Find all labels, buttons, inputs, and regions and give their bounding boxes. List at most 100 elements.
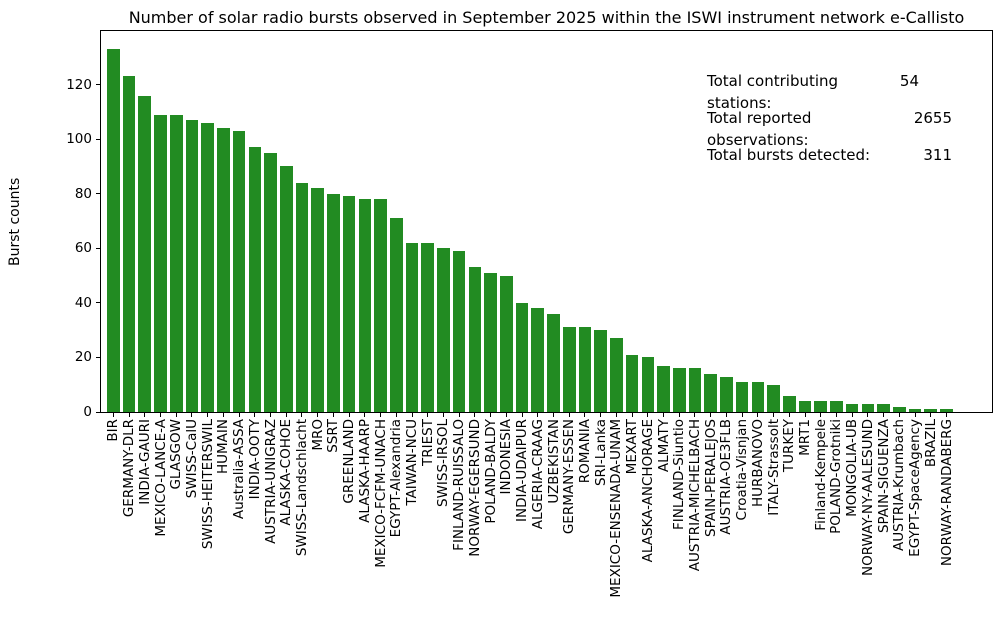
bar-POLAND-BALDY bbox=[484, 272, 497, 412]
bar-MEXART bbox=[625, 354, 639, 412]
bar-GREENLAND bbox=[342, 196, 356, 412]
bar-SRI-Lanka bbox=[594, 330, 607, 412]
bar-SWISS-HEITERSWIL bbox=[201, 122, 214, 412]
x-tick bbox=[600, 413, 602, 417]
x-tick bbox=[773, 413, 775, 417]
x-tick bbox=[663, 413, 665, 417]
x-tick bbox=[270, 413, 272, 417]
stat-label-stations: Total contributing stations: bbox=[707, 72, 839, 112]
x-tick bbox=[584, 413, 586, 417]
bar-MEXICO-LANCE-A bbox=[154, 114, 167, 412]
y-tick bbox=[96, 84, 100, 86]
y-tick-label: 60 bbox=[74, 240, 92, 257]
y-tick-label: 20 bbox=[74, 349, 92, 366]
bar-EGYPT-Alexandria bbox=[390, 218, 403, 412]
bar-FINLAND-Siuntio bbox=[672, 368, 686, 412]
bar-ALASKA-ANCHORAGE bbox=[641, 357, 655, 412]
stat-value-bursts: 311 bbox=[923, 146, 952, 164]
bar-AUSTRIA-UNIGRAZ bbox=[264, 152, 277, 412]
x-tick bbox=[427, 413, 429, 417]
bar-Croatia-Visnjan bbox=[735, 382, 749, 412]
x-tick bbox=[317, 413, 319, 417]
plot-area bbox=[100, 30, 993, 413]
bar-ROMANIA bbox=[578, 327, 592, 412]
y-tick-label: 80 bbox=[74, 185, 92, 202]
x-tick bbox=[254, 413, 256, 417]
y-tick-label: 120 bbox=[66, 76, 92, 93]
x-tick bbox=[883, 413, 885, 417]
x-tick bbox=[332, 413, 334, 417]
x-tick bbox=[395, 413, 397, 417]
y-tick bbox=[96, 356, 100, 358]
bar-INDIA-GAURI bbox=[138, 95, 152, 412]
x-tick bbox=[128, 413, 130, 417]
x-tick bbox=[537, 413, 539, 417]
stat-label-bursts: Total bursts detected: bbox=[707, 146, 871, 164]
x-tick bbox=[191, 413, 193, 417]
stat-value-observations: 2655 bbox=[913, 109, 952, 127]
x-tick bbox=[946, 413, 947, 417]
x-tick bbox=[411, 413, 413, 417]
bar-GERMANY-DLR bbox=[122, 76, 136, 412]
bar-SSRT bbox=[327, 193, 340, 412]
bar-GERMANY-ESSEN bbox=[562, 327, 576, 412]
bar-ALGERIA-CRAAG bbox=[531, 308, 545, 412]
x-tick bbox=[301, 413, 303, 417]
bar-ALMATY bbox=[657, 365, 670, 412]
x-tick bbox=[175, 413, 177, 417]
x-tick bbox=[144, 413, 146, 417]
x-tick bbox=[458, 413, 460, 417]
y-tick-label: 40 bbox=[74, 294, 92, 311]
x-tick bbox=[631, 413, 633, 417]
bar-POLAND-Grotniki bbox=[830, 401, 843, 412]
x-tick bbox=[757, 413, 759, 417]
x-tick bbox=[112, 413, 114, 417]
x-tick bbox=[930, 413, 932, 417]
bar-ALASKA-COHOE bbox=[279, 166, 293, 412]
y-tick bbox=[96, 193, 100, 195]
bar-MONGOLIA-UB bbox=[845, 403, 859, 412]
x-tick bbox=[820, 413, 822, 417]
x-tick bbox=[442, 413, 444, 417]
bar-MRO bbox=[311, 188, 324, 412]
bar-Finland-Kempele bbox=[814, 401, 828, 412]
chart-title: Number of solar radio bursts observed in… bbox=[128, 8, 965, 27]
x-tick bbox=[207, 413, 209, 417]
x-tick bbox=[725, 413, 727, 417]
bar-SWISS-CalU bbox=[185, 120, 199, 412]
bar-SWISS-Landschlacht bbox=[295, 182, 309, 412]
x-tick bbox=[835, 413, 837, 417]
x-tick bbox=[851, 413, 853, 417]
bar-INDIA-OOTY bbox=[248, 147, 262, 412]
bar-FINLAND-RUISSALO bbox=[452, 251, 466, 412]
x-tick bbox=[647, 413, 649, 417]
x-tick-label: NORWAY-RANDABERG bbox=[938, 419, 955, 567]
bar-GLASGOW bbox=[169, 114, 183, 412]
stat-label-observations: Total reported observations: bbox=[707, 109, 812, 149]
x-tick bbox=[741, 413, 743, 417]
x-tick bbox=[615, 413, 617, 417]
bar-BRAZIL bbox=[924, 409, 938, 412]
x-tick bbox=[788, 413, 790, 417]
stats-row: Total reported observations: 2655 bbox=[707, 107, 952, 149]
bar-EGYPT-SpaceAgency bbox=[908, 409, 922, 412]
bar-MEXICO-FCFM-UNACH bbox=[374, 199, 387, 412]
y-tick bbox=[96, 302, 100, 304]
bar-MRT1 bbox=[798, 401, 812, 412]
bar-NORWAY-RANDABERG bbox=[940, 409, 953, 412]
x-tick bbox=[568, 413, 570, 417]
x-tick bbox=[804, 413, 806, 417]
x-tick bbox=[160, 413, 161, 417]
bar-HURBANOVO bbox=[751, 382, 765, 412]
bar-MEXICO-ENSENADA-UNAM bbox=[610, 338, 623, 412]
bar-INDIA-UDAIPUR bbox=[515, 302, 529, 412]
bar-SWISS-IRSOL bbox=[437, 248, 450, 412]
x-tick bbox=[380, 413, 382, 417]
bar-UZBEKISTAN bbox=[547, 313, 560, 412]
bar-AUSTRIA-OE3FLB bbox=[720, 376, 733, 412]
x-tick bbox=[898, 413, 900, 417]
x-tick bbox=[222, 413, 224, 417]
x-tick bbox=[867, 413, 869, 417]
bar-INDONESIA bbox=[500, 275, 513, 412]
